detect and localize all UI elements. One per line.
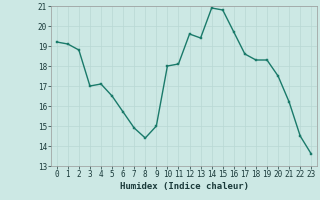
X-axis label: Humidex (Indice chaleur): Humidex (Indice chaleur)	[119, 182, 249, 191]
